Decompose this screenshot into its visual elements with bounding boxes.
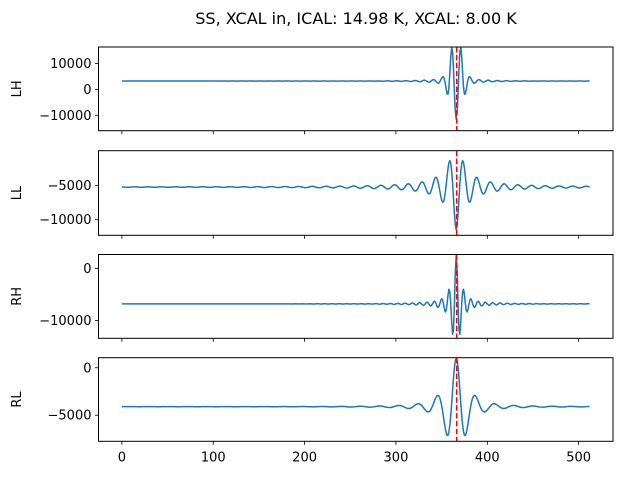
y-tick-label: 0 <box>83 361 91 376</box>
signal-line-lh <box>121 46 590 120</box>
x-tick-label: 0 <box>118 450 126 465</box>
signal-line-rl <box>121 357 590 437</box>
x-tick-label: 400 <box>475 450 500 465</box>
y-tick-label: −5000 <box>48 179 92 194</box>
y-tick-label: 0 <box>83 262 91 277</box>
axes-frame <box>98 46 614 132</box>
y-tick-label: −5000 <box>48 409 92 424</box>
subplot-lh: 10000 0 −10000 LH <box>10 46 614 135</box>
axes-frame <box>98 254 614 339</box>
x-tick-label: 300 <box>384 450 409 465</box>
y-axis-label-ll: LL <box>10 185 25 200</box>
y-axis-label-rl: RL <box>10 391 25 408</box>
x-tick-label: 500 <box>566 450 591 465</box>
figure-title: SS, XCAL in, ICAL: 14.98 K, XCAL: 8.00 K <box>195 9 517 28</box>
y-tick-label: −10000 <box>39 109 91 124</box>
signal-line-rh <box>121 254 590 335</box>
y-tick-label: 0 <box>83 83 91 98</box>
subplot-rl: 0 −5000 0 100 200 300 400 500 RL <box>10 357 614 465</box>
axes-frame <box>98 150 614 236</box>
signal-line-ll <box>121 159 590 231</box>
axes-frame <box>98 357 614 442</box>
y-axis-label-lh: LH <box>10 80 25 97</box>
subplot-ll: −5000 −10000 LL <box>10 150 614 239</box>
subplot-rh: 0 −10000 RH <box>10 254 614 342</box>
y-axis-label-rh: RH <box>10 287 25 306</box>
y-tick-label: −10000 <box>39 314 91 329</box>
y-tick-label: 10000 <box>50 57 91 72</box>
x-tick-label: 200 <box>292 450 317 465</box>
y-tick-label: −10000 <box>39 213 91 228</box>
x-tick-label: 100 <box>201 450 226 465</box>
